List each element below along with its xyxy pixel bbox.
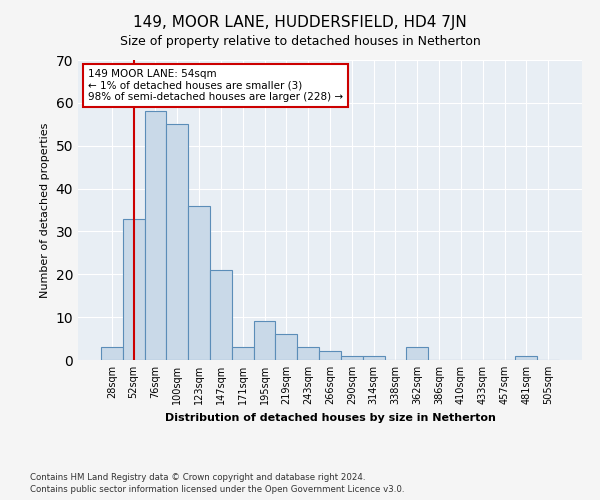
Bar: [232, 347, 254, 360]
Bar: [319, 352, 341, 360]
Text: 149 MOOR LANE: 54sqm
← 1% of detached houses are smaller (3)
98% of semi-detache: 149 MOOR LANE: 54sqm ← 1% of detached ho…: [88, 69, 343, 102]
Bar: [145, 112, 166, 360]
Text: Contains HM Land Registry data © Crown copyright and database right 2024.: Contains HM Land Registry data © Crown c…: [30, 472, 365, 482]
Bar: [275, 334, 297, 360]
X-axis label: Distribution of detached houses by size in Netherton: Distribution of detached houses by size …: [164, 412, 496, 422]
Bar: [515, 356, 537, 360]
Bar: [123, 218, 145, 360]
Y-axis label: Number of detached properties: Number of detached properties: [40, 122, 50, 298]
Bar: [210, 270, 232, 360]
Bar: [341, 356, 363, 360]
Bar: [188, 206, 210, 360]
Bar: [166, 124, 188, 360]
Bar: [101, 347, 123, 360]
Bar: [254, 322, 275, 360]
Bar: [406, 347, 428, 360]
Text: Size of property relative to detached houses in Netherton: Size of property relative to detached ho…: [119, 35, 481, 48]
Bar: [363, 356, 385, 360]
Text: Contains public sector information licensed under the Open Government Licence v3: Contains public sector information licen…: [30, 485, 404, 494]
Text: 149, MOOR LANE, HUDDERSFIELD, HD4 7JN: 149, MOOR LANE, HUDDERSFIELD, HD4 7JN: [133, 15, 467, 30]
Bar: [297, 347, 319, 360]
